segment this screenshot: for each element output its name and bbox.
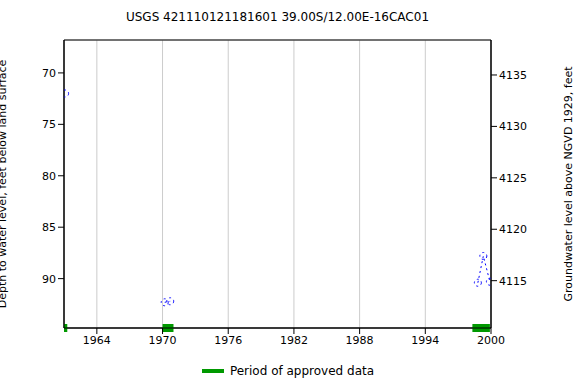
- svg-text:4125: 4125: [499, 172, 527, 185]
- svg-text:1976: 1976: [214, 334, 242, 347]
- svg-text:Depth to water level, feet bel: Depth to water level, feet below land su…: [8, 59, 9, 308]
- svg-text:1970: 1970: [149, 334, 177, 347]
- svg-text:1994: 1994: [411, 334, 439, 347]
- svg-text:4135: 4135: [499, 69, 527, 82]
- svg-text:1982: 1982: [280, 334, 308, 347]
- svg-text:Groundwater level above NGVD 1: Groundwater level above NGVD 1929, feet: [562, 66, 568, 302]
- svg-text:4130: 4130: [499, 120, 527, 133]
- svg-text:90: 90: [42, 273, 56, 286]
- svg-text:80: 80: [42, 170, 56, 183]
- html-text:USGS 421110121181601 39.00S/12: USGS 421110121181601 39.00S/12.00E-16CAC…: [126, 10, 429, 24]
- svg-text:4120: 4120: [499, 223, 527, 236]
- svg-text:1964: 1964: [83, 334, 111, 347]
- svg-text:4115: 4115: [499, 275, 527, 288]
- html-text:Period of approved data: Period of approved data: [229, 364, 375, 378]
- svg-text:75: 75: [42, 118, 56, 131]
- svg-text:2000: 2000: [477, 334, 505, 347]
- svg-text:1988: 1988: [346, 334, 374, 347]
- svg-text:70: 70: [42, 67, 56, 80]
- svg-text:85: 85: [42, 221, 56, 234]
